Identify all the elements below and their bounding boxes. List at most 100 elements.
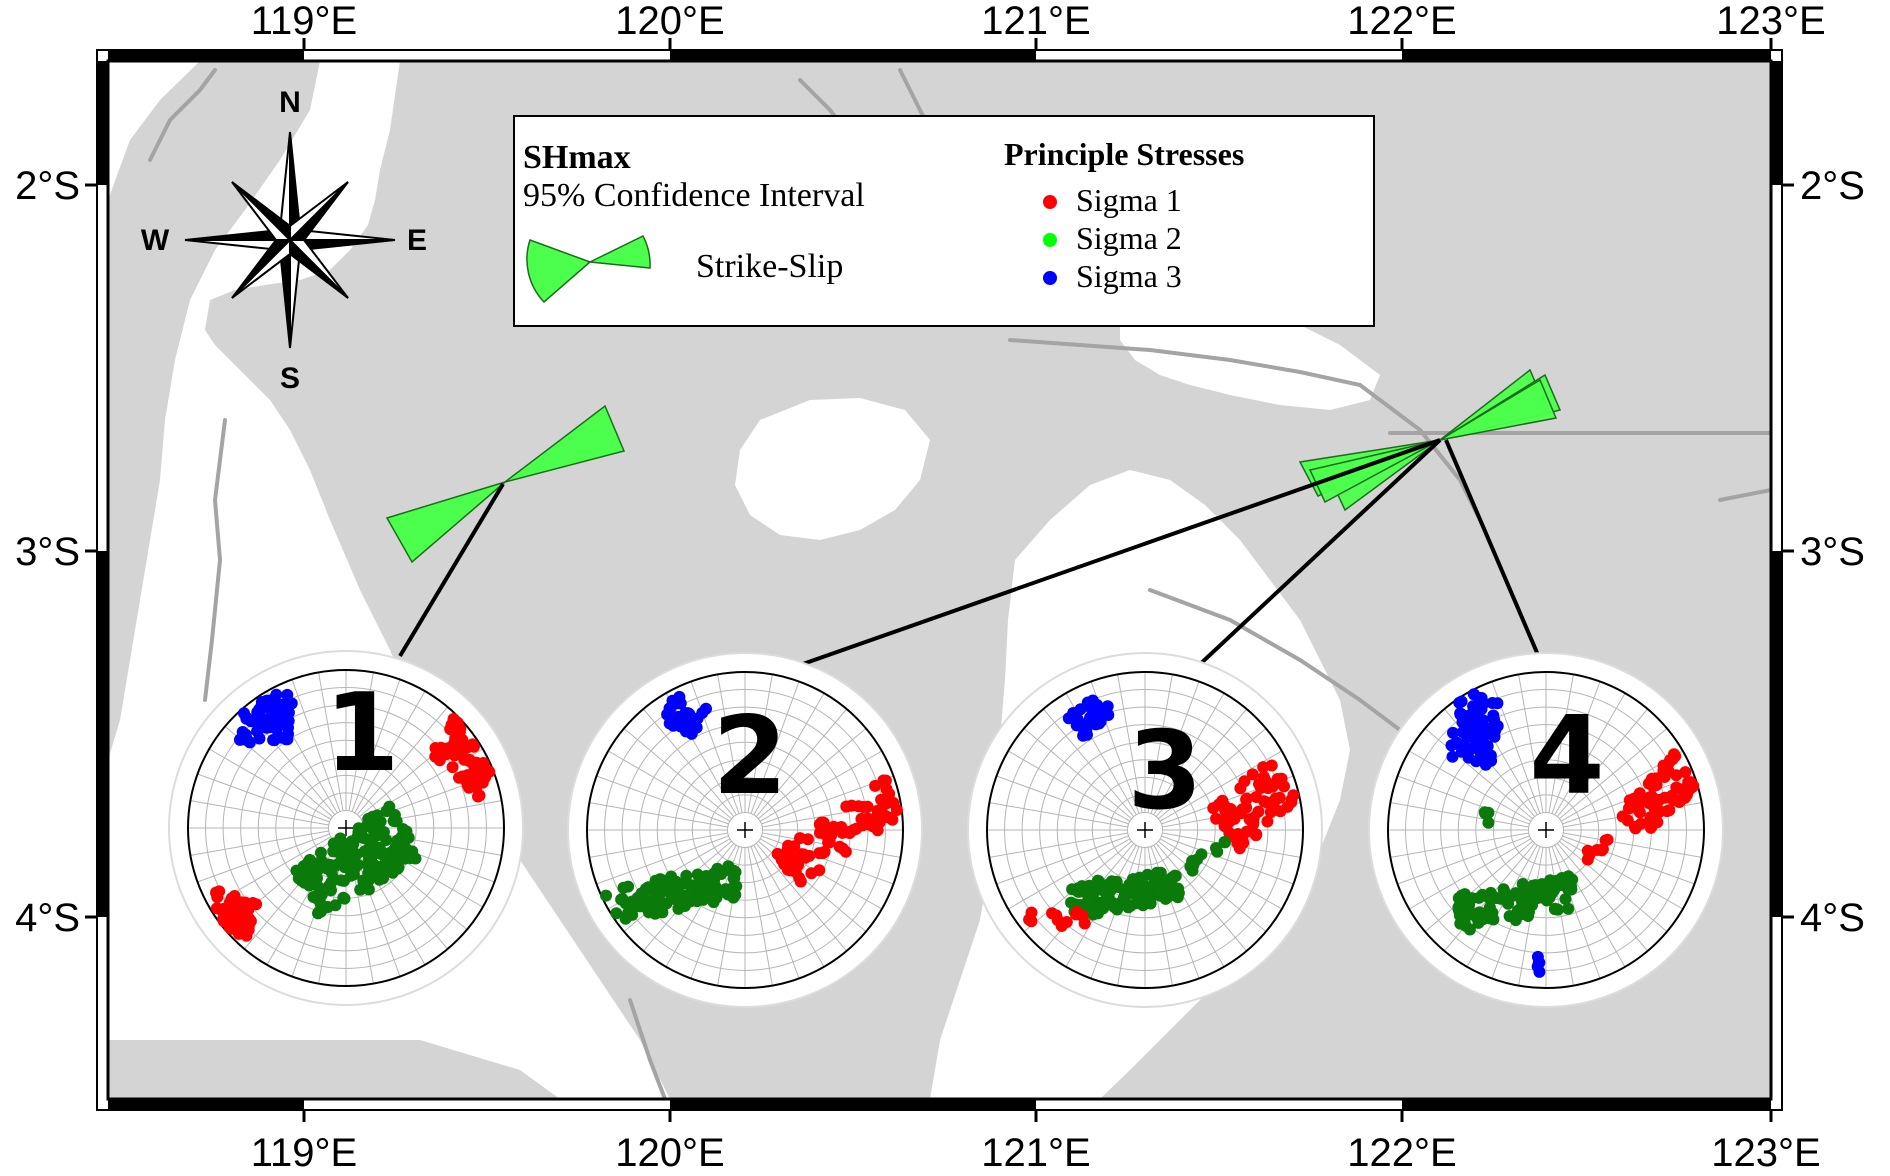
lat-label: 3°S bbox=[1800, 530, 1865, 574]
stress-point bbox=[1559, 893, 1572, 905]
stress-point bbox=[794, 832, 806, 845]
stress-point bbox=[409, 852, 422, 865]
stress-point bbox=[1240, 792, 1253, 805]
lon-label: 121°E bbox=[981, 0, 1090, 43]
stress-point bbox=[244, 715, 257, 728]
longitude-labels-top: 119°E 120°E 121°E 122°E 123°E bbox=[251, 0, 1826, 43]
stress-point bbox=[250, 898, 263, 911]
stress-point bbox=[1106, 896, 1119, 909]
stress-point bbox=[887, 796, 900, 809]
stress-point bbox=[1144, 895, 1157, 908]
stress-point bbox=[622, 880, 635, 893]
stress-point bbox=[1065, 896, 1078, 909]
stress-point bbox=[331, 843, 344, 855]
connector-lines bbox=[398, 438, 1543, 669]
lat-label: 4°S bbox=[15, 896, 80, 940]
stress-point bbox=[653, 897, 666, 910]
lon-label: 120°E bbox=[615, 1131, 724, 1175]
stress-point bbox=[1078, 917, 1091, 930]
stress-point bbox=[1025, 906, 1038, 919]
stress-point bbox=[1264, 806, 1277, 819]
stress-point bbox=[267, 734, 280, 746]
stress-point bbox=[698, 892, 711, 905]
stress-point bbox=[1246, 768, 1259, 781]
stress-point bbox=[311, 893, 324, 906]
stress-point bbox=[840, 800, 853, 813]
stress-point bbox=[610, 907, 623, 920]
stress-point bbox=[1644, 797, 1657, 810]
stereonet-label: 4 bbox=[1529, 694, 1604, 819]
stress-point bbox=[643, 902, 656, 915]
stress-point bbox=[472, 790, 484, 803]
stress-point bbox=[775, 853, 788, 866]
sigma3-marker bbox=[1043, 271, 1057, 285]
stress-point bbox=[312, 881, 325, 894]
stress-point bbox=[1275, 772, 1288, 785]
stress-point bbox=[1254, 781, 1267, 794]
stress-point bbox=[476, 776, 489, 789]
stress-point bbox=[1250, 829, 1262, 842]
stereonet-3: 3 bbox=[967, 652, 1323, 1008]
stress-point bbox=[1139, 880, 1152, 893]
stress-point bbox=[1076, 880, 1088, 893]
stress-point bbox=[380, 805, 393, 818]
stress-point bbox=[1060, 916, 1073, 928]
stress-point bbox=[839, 845, 852, 858]
lon-label: 121°E bbox=[981, 1131, 1090, 1175]
stress-point bbox=[793, 871, 806, 884]
stress-point bbox=[312, 906, 325, 918]
stress-point bbox=[447, 713, 460, 725]
stress-point bbox=[352, 826, 365, 839]
stress-point bbox=[1162, 890, 1175, 903]
stress-point bbox=[727, 864, 740, 877]
stress-point bbox=[871, 804, 884, 817]
stress-point bbox=[861, 800, 874, 813]
lon-label: 119°E bbox=[251, 0, 357, 43]
compass-rose-icon: N S E W bbox=[141, 86, 427, 395]
stress-point bbox=[1267, 796, 1280, 809]
stress-point bbox=[1195, 848, 1208, 861]
compass-north-label: N bbox=[279, 86, 301, 119]
legend-wedge-label: Strike-Slip bbox=[696, 248, 843, 285]
legend-stress-title: Principle Stresses bbox=[1004, 136, 1244, 172]
stress-point bbox=[467, 773, 480, 786]
stress-point bbox=[631, 891, 644, 904]
lat-label: 2°S bbox=[15, 164, 80, 208]
legend-shmax-title: SHmax bbox=[523, 139, 631, 176]
stress-point bbox=[306, 863, 319, 876]
stress-point bbox=[362, 883, 375, 896]
stress-point bbox=[1081, 696, 1094, 709]
stress-point bbox=[279, 698, 292, 711]
stress-point bbox=[1050, 909, 1063, 922]
stress-point bbox=[315, 854, 328, 867]
lat-label: 2°S bbox=[1800, 164, 1865, 208]
stress-point bbox=[1235, 804, 1248, 817]
stress-point bbox=[433, 754, 446, 767]
stereonet-label: 2 bbox=[712, 694, 787, 819]
stress-point bbox=[225, 922, 238, 935]
stress-point bbox=[236, 921, 249, 934]
stress-point bbox=[1454, 898, 1467, 911]
stress-point bbox=[1464, 742, 1477, 755]
stress-point bbox=[377, 826, 390, 838]
stress-point bbox=[1633, 787, 1646, 800]
lon-label: 120°E bbox=[615, 0, 724, 43]
stress-point bbox=[251, 706, 264, 719]
stress-point bbox=[1230, 833, 1243, 845]
stress-point bbox=[360, 819, 373, 832]
stress-point bbox=[460, 741, 473, 754]
stress-point bbox=[400, 825, 413, 838]
stress-point bbox=[1218, 817, 1231, 830]
stress-point bbox=[1081, 896, 1094, 909]
stress-point bbox=[680, 869, 693, 882]
stress-point bbox=[1635, 817, 1647, 830]
stress-point bbox=[1092, 706, 1105, 719]
stress-point bbox=[665, 870, 678, 883]
stress-point bbox=[1482, 816, 1495, 829]
stress-point bbox=[1068, 710, 1081, 723]
stress-point bbox=[233, 896, 246, 909]
stress-point bbox=[1092, 875, 1105, 888]
stress-point bbox=[1532, 956, 1545, 969]
stress-point bbox=[822, 836, 835, 849]
stress-point bbox=[1117, 891, 1130, 904]
